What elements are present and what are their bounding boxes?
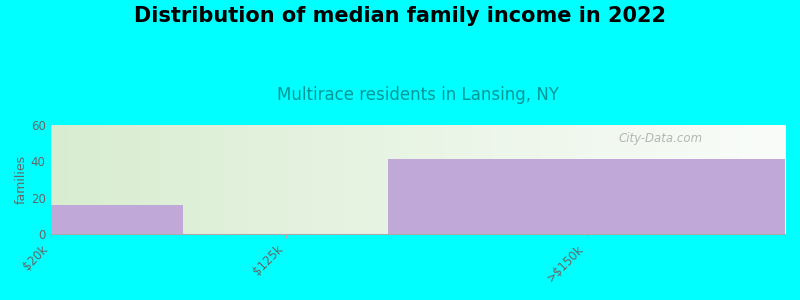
Text: Distribution of median family income in 2022: Distribution of median family income in … — [134, 6, 666, 26]
Y-axis label: families: families — [15, 155, 28, 204]
Bar — [388, 160, 785, 234]
Bar — [50, 205, 182, 234]
Title: Multirace residents in Lansing, NY: Multirace residents in Lansing, NY — [277, 86, 558, 104]
Text: City-Data.com: City-Data.com — [618, 132, 702, 145]
